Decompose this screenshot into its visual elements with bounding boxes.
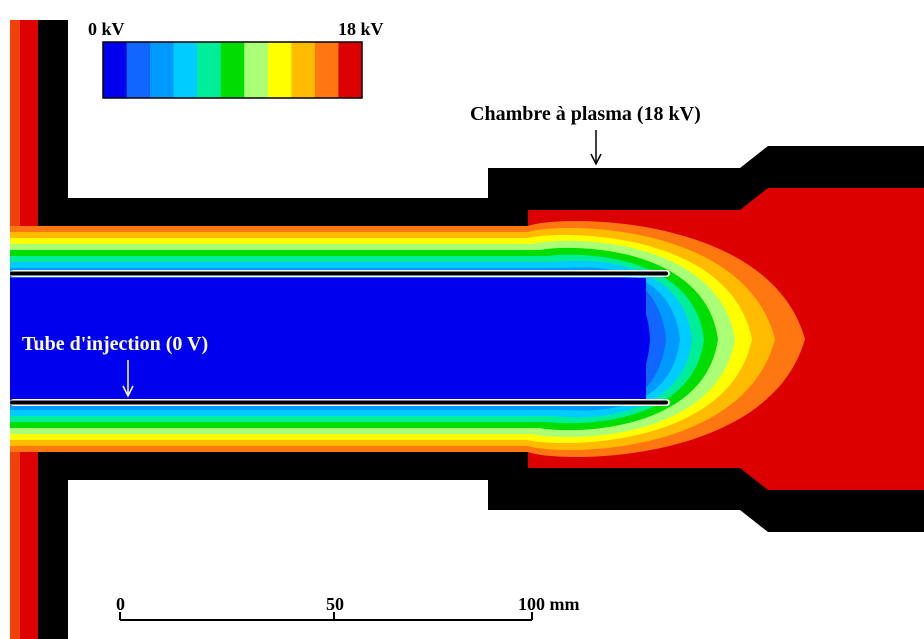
colorbar-frame [102, 41, 363, 99]
colorbar-swatch [126, 42, 151, 98]
scale-bar [119, 612, 533, 621]
colorbar-swatch [291, 42, 316, 98]
colorbar [103, 42, 363, 98]
colorbar-swatch [150, 42, 175, 98]
colorbar-swatch [220, 42, 245, 98]
scale-tick-50: 50 [326, 594, 344, 614]
scale-tick-0: 0 [116, 594, 125, 614]
injection-tube-interior [10, 278, 646, 400]
tube-arrow [122, 360, 134, 398]
colorbar-swatch [173, 42, 198, 98]
top-electrode [38, 146, 924, 238]
colorbar-max-label: 18 kV [338, 19, 384, 39]
colorbar-swatch [197, 42, 222, 98]
colorbar-swatch [314, 42, 339, 98]
colorbar-swatch [338, 42, 363, 98]
colorbar-swatch [103, 42, 128, 98]
colorbar-swatch [267, 42, 292, 98]
bottom-electrode [38, 440, 924, 532]
chamber-label: Chambre à plasma (18 kV) [470, 103, 701, 125]
colorbar-min-label: 0 kV [88, 19, 125, 39]
colorbar-swatch [244, 42, 269, 98]
tube-label: Tube d'injection (0 V) [22, 333, 208, 355]
scale-tick-100: 100 mm [518, 594, 580, 614]
chamber-arrow [590, 130, 602, 166]
injection-tube [10, 270, 670, 406]
